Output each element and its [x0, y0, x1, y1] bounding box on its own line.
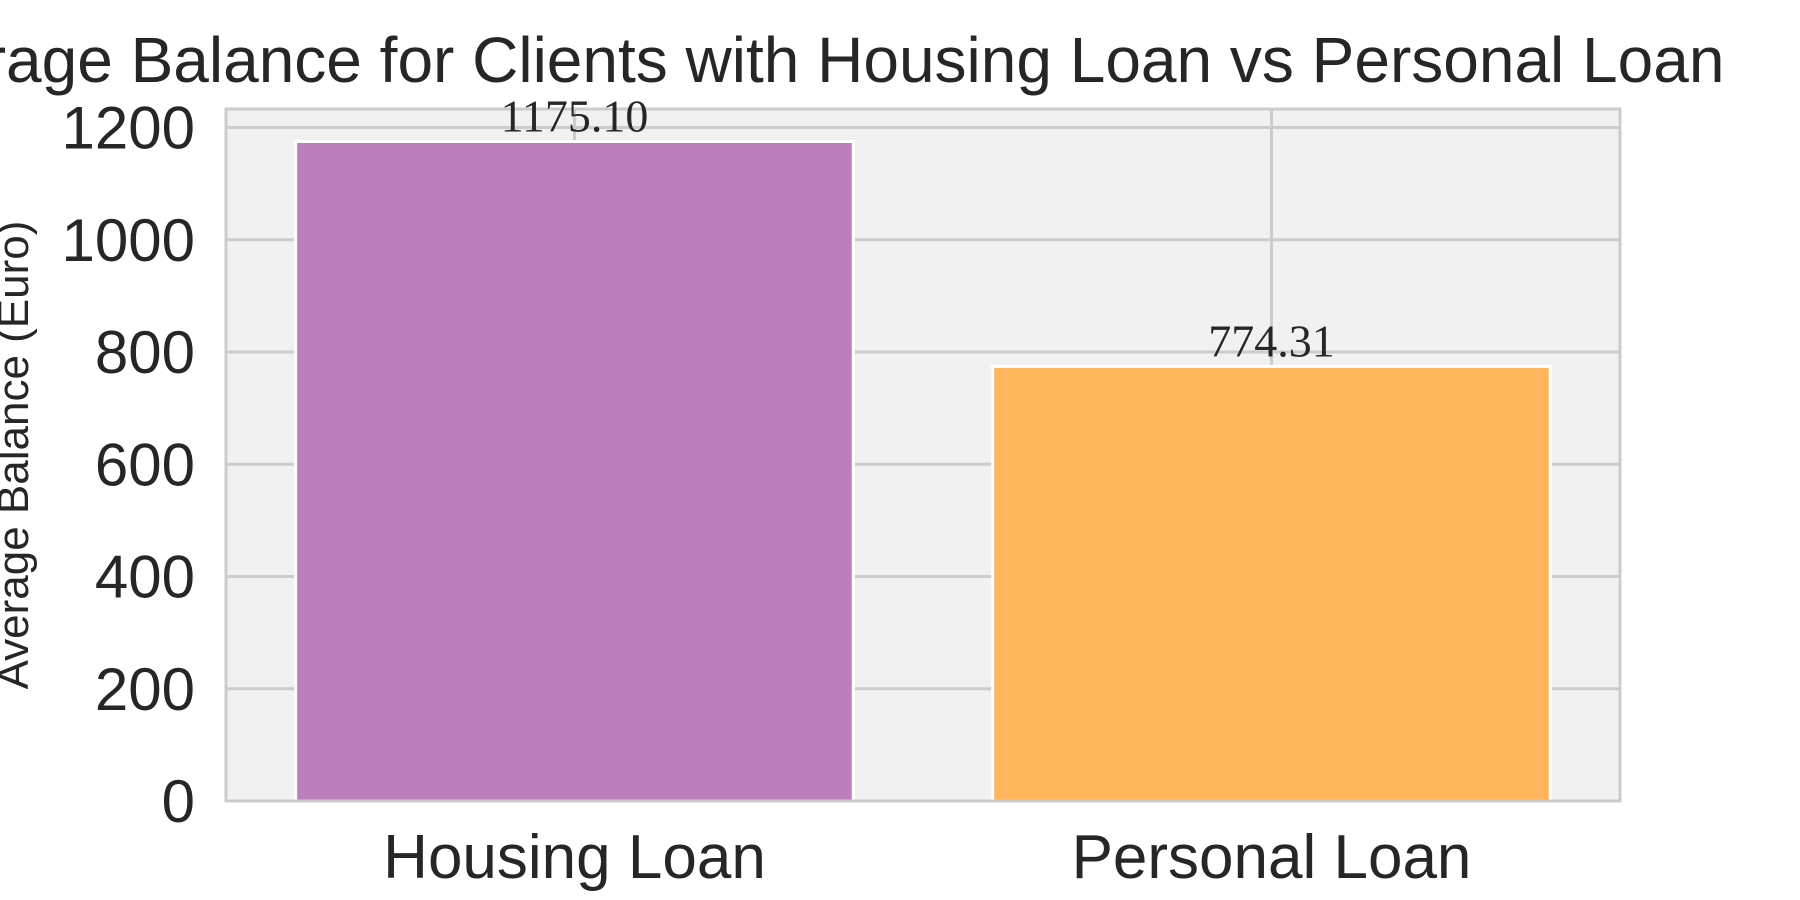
y-tick-label: 1000 [62, 207, 195, 274]
x-tick-label: Housing Loan [383, 823, 766, 892]
y-tick-label: 400 [95, 544, 195, 611]
y-tick-label: 800 [95, 319, 195, 386]
bar-personal-loan [991, 364, 1552, 803]
data-labels: 1175.10 774.31 [501, 90, 1335, 366]
bars [294, 139, 1552, 803]
y-tick-label: 0 [162, 768, 195, 835]
data-label: 774.31 [1208, 315, 1335, 366]
y-axis-label: Average Balance (Euro) [0, 221, 38, 690]
chart-title: Average Balance for Clients with Housing… [0, 24, 1724, 96]
x-axis-ticks: Housing Loan Personal Loan [383, 823, 1471, 892]
y-tick-label: 600 [95, 431, 195, 498]
bar-housing-loan [294, 139, 855, 803]
y-tick-label: 1200 [62, 95, 195, 162]
data-label: 1175.10 [501, 90, 649, 141]
x-tick-label: Personal Loan [1072, 823, 1472, 892]
y-tick-label: 200 [95, 656, 195, 723]
plot-frame [224, 107, 1622, 803]
y-axis-ticks: 0 200 400 600 800 1000 1200 [62, 95, 195, 835]
